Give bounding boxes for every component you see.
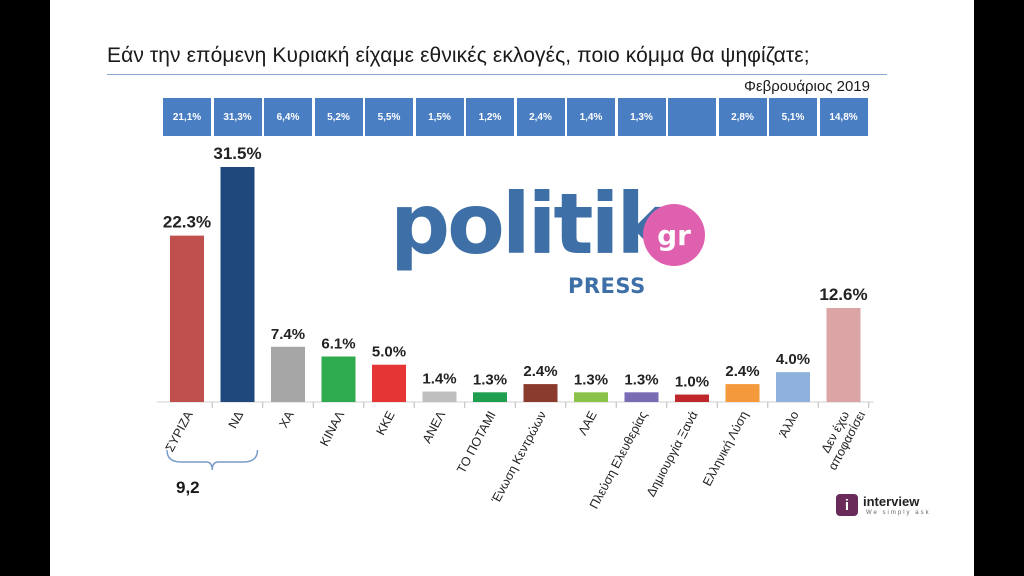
- brace-icon: [166, 449, 259, 471]
- bar-4: [321, 356, 356, 402]
- slide: Εάν την επόμενη Κυριακή είχαμε εθνικές ε…: [50, 0, 974, 576]
- value-label: 1.3%: [624, 371, 658, 388]
- previous-result-cell: 1,5%: [415, 98, 464, 136]
- bar-8: [523, 384, 558, 402]
- bar-6: [422, 391, 457, 402]
- bar-7: [473, 392, 507, 402]
- previous-result-cell: 1,4%: [567, 98, 615, 136]
- politik-press-logo: politik gr PRESS: [390, 182, 720, 302]
- interview-brand: i interview We simply ask: [836, 492, 946, 526]
- bar-11: [675, 394, 709, 402]
- value-label: 1.3%: [473, 371, 507, 388]
- category-label: Άλλο: [776, 409, 801, 440]
- logo-main-text: politik: [390, 175, 672, 273]
- bar-3: [271, 346, 305, 402]
- bar-10: [624, 392, 659, 402]
- category-label: ΧΑ: [276, 408, 297, 430]
- previous-result-cell: 5,5%: [365, 98, 413, 136]
- previous-results-strip: 21,1% 31,3% 6,4% 5,2% 5,5% 1,5% 1,2% 2,4% 1,4% 1,…: [50, 0, 974, 140]
- value-label: 22.3%: [163, 213, 211, 232]
- category-label: ΝΔ: [226, 409, 247, 431]
- value-label: 5.0%: [372, 344, 406, 361]
- category-label: ΤΟ ΠΟΤΑΜΙ: [454, 409, 498, 476]
- value-label: 1.4%: [422, 371, 456, 388]
- bar-5: [372, 364, 406, 402]
- bar-13: [776, 372, 810, 402]
- previous-result-cell: [668, 98, 716, 136]
- previous-result-cell: 1,2%: [466, 98, 514, 136]
- value-label: 12.6%: [819, 285, 867, 304]
- logo-sub-text: PRESS: [568, 274, 646, 298]
- brand-tagline: We simply ask: [866, 510, 931, 516]
- previous-result-cell: 2,4%: [516, 98, 565, 136]
- category-label: ΑΝΕΛ: [420, 408, 449, 445]
- value-label: 4.0%: [776, 351, 810, 368]
- category-label: ΣΥΡΙΖΑ: [163, 408, 196, 454]
- bar-9: [574, 392, 608, 402]
- value-label: 2.4%: [523, 363, 557, 380]
- previous-result-cell: 1,3%: [617, 98, 666, 136]
- category-label: ΛΑΕ: [576, 409, 600, 438]
- interview-logo-icon: i: [836, 494, 858, 516]
- bar-12: [725, 384, 760, 402]
- category-label: Πλεύση Ελευθερίας: [587, 409, 650, 511]
- value-label: 7.4%: [271, 326, 305, 343]
- value-label: 1.3%: [574, 371, 608, 388]
- bar-chart: 22.3% ΣΥΡΙΖΑ 31.5% ΝΔ 7.4% ΧΑ 6.1% ΚΙΝΑΛ 5.0% ΚΚΕ…: [157, 144, 874, 511]
- previous-result-cell: 2,8%: [718, 98, 767, 136]
- previous-result-cell: 5,1%: [769, 98, 817, 136]
- category-label: ΚΙΝΑΛ: [317, 408, 347, 448]
- category-label: Ένωση Κεντρώων: [488, 409, 549, 506]
- category-label: Δημιουργία Ξανά: [644, 409, 701, 499]
- logo-badge: gr: [643, 204, 705, 266]
- value-label: 2.4%: [725, 363, 759, 380]
- title-divider: [107, 74, 887, 75]
- value-label: 6.1%: [321, 335, 355, 352]
- bar-2: [220, 167, 255, 402]
- previous-result-cell: 21,1%: [163, 98, 211, 136]
- previous-result-cell: 14,8%: [819, 98, 868, 136]
- bar-1: [170, 235, 204, 402]
- category-label: ΚΚΕ: [374, 409, 398, 438]
- brand-name: interview: [863, 494, 920, 509]
- value-label: 31.5%: [213, 144, 261, 163]
- previous-result-cell: 6,4%: [264, 98, 312, 136]
- value-label: 1.0%: [675, 374, 709, 391]
- brace-total-label: 9,2: [176, 478, 200, 497]
- previous-result-cell: 5,2%: [314, 98, 363, 136]
- bar-14: [826, 308, 861, 402]
- previous-result-cell: 31,3%: [213, 98, 262, 136]
- chart-title: Εάν την επόμενη Κυριακή είχαμε εθνικές ε…: [107, 44, 810, 67]
- chart-subtitle: Φεβρουάριος 2019: [743, 78, 870, 95]
- category-label: Ελληνική Λύση: [700, 409, 751, 489]
